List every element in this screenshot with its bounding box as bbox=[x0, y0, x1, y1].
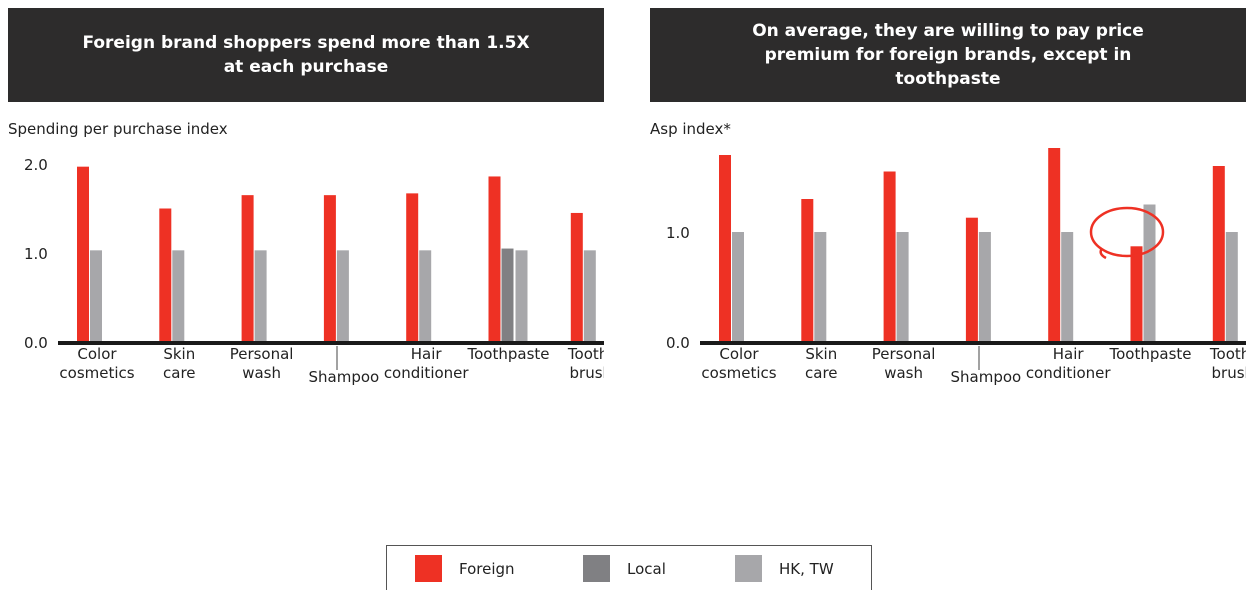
bar-foreign-6 bbox=[1212, 166, 1225, 342]
bar-hk-tw-0 bbox=[732, 232, 744, 342]
bar-foreign-1 bbox=[159, 208, 172, 342]
bar-hk-tw-1 bbox=[814, 232, 827, 342]
bar-hk-tw-3 bbox=[336, 250, 349, 342]
legend-swatch-foreign bbox=[415, 555, 442, 582]
bar-hk-tw-1 bbox=[172, 250, 185, 342]
x-label-3-line-1: Shampoo bbox=[951, 368, 1022, 386]
bar-foreign-0 bbox=[77, 166, 89, 342]
bar-foreign-5 bbox=[1130, 246, 1143, 342]
x-label-0-line-2: cosmetics bbox=[701, 364, 776, 382]
x-label-4-line-1: Hair bbox=[1053, 345, 1085, 363]
legend-label-local: Local bbox=[627, 559, 666, 578]
bar-local-5 bbox=[501, 248, 514, 342]
bar-foreign-2 bbox=[883, 171, 896, 342]
x-label-2-line-2: wash bbox=[242, 364, 281, 382]
toothpaste-highlight-circle bbox=[1089, 206, 1165, 258]
left-panel-title: Foreign brand shoppers spend more than 1… bbox=[82, 33, 530, 77]
right-panel-title: On average, they are willing to pay pric… bbox=[752, 21, 1144, 89]
y-tick-label-2: 2.0 bbox=[24, 156, 48, 174]
bar-foreign-3 bbox=[965, 217, 978, 342]
x-label-1-line-2: care bbox=[163, 364, 196, 382]
x-label-6-line-1: Tooth- bbox=[1209, 345, 1246, 363]
x-label-2-line-1: Personal bbox=[872, 345, 936, 363]
legend-item-hk-tw: HK, TW bbox=[735, 546, 834, 591]
legend-swatch-hk-tw bbox=[735, 555, 762, 582]
right-panel: On average, they are willing to pay pric… bbox=[650, 8, 1246, 478]
legend-item-foreign: Foreign bbox=[415, 546, 515, 591]
x-label-3-line-1: Shampoo bbox=[309, 368, 380, 386]
legend: Foreign Local HK, TW bbox=[386, 545, 872, 590]
left-panel: Foreign brand shoppers spend more than 1… bbox=[8, 8, 604, 478]
bar-hk-tw-5 bbox=[1143, 204, 1156, 342]
x-label-0-line-1: Color bbox=[77, 345, 117, 363]
right-panel-header: On average, they are willing to pay pric… bbox=[650, 8, 1246, 102]
bar-foreign-1 bbox=[801, 199, 814, 342]
bar-foreign-5 bbox=[488, 176, 501, 342]
y-tick-label-1: 1.0 bbox=[666, 224, 690, 242]
bar-hk-tw-2 bbox=[896, 232, 909, 342]
x-label-1-line-2: care bbox=[805, 364, 838, 382]
x-axis-baseline bbox=[700, 341, 1246, 345]
y-tick-label-1: 1.0 bbox=[24, 245, 48, 263]
bar-foreign-3 bbox=[323, 195, 336, 342]
left-panel-header: Foreign brand shoppers spend more than 1… bbox=[8, 8, 604, 102]
x-label-0-line-2: cosmetics bbox=[59, 364, 134, 382]
left-y-axis-label: Spending per purchase index bbox=[8, 120, 228, 138]
toothpaste-highlight-tail bbox=[1099, 247, 1107, 260]
y-tick-label-0: 0.0 bbox=[24, 334, 48, 352]
x-label-5-line-1: Toothpaste bbox=[467, 345, 550, 363]
x-label-6-line-1: Tooth- bbox=[567, 345, 604, 363]
x-label-4-line-2: conditioner bbox=[384, 364, 470, 382]
x-label-4-line-1: Hair bbox=[411, 345, 443, 363]
legend-label-hk-tw: HK, TW bbox=[779, 559, 834, 578]
x-label-2-line-1: Personal bbox=[230, 345, 294, 363]
bar-hk-tw-2 bbox=[254, 250, 267, 342]
x-axis-baseline bbox=[58, 341, 604, 345]
x-label-6-line-2: brush bbox=[570, 364, 604, 382]
x-label-1-line-1: Skin bbox=[805, 345, 837, 363]
bar-hk-tw-6 bbox=[1225, 232, 1238, 342]
bar-hk-tw-3 bbox=[978, 232, 991, 342]
y-tick-label-0: 0.0 bbox=[666, 334, 690, 352]
bar-foreign-4 bbox=[1048, 148, 1061, 342]
right-y-axis-label: Asp index* bbox=[650, 120, 731, 138]
legend-label-foreign: Foreign bbox=[459, 559, 515, 578]
legend-swatch-local bbox=[583, 555, 610, 582]
legend-item-local: Local bbox=[583, 546, 666, 591]
bar-hk-tw-5 bbox=[515, 250, 528, 342]
bar-hk-tw-4 bbox=[419, 250, 432, 342]
bar-hk-tw-0 bbox=[90, 250, 102, 342]
x-label-1-line-1: Skin bbox=[163, 345, 195, 363]
bar-hk-tw-6 bbox=[583, 250, 596, 342]
bar-hk-tw-4 bbox=[1061, 232, 1074, 342]
x-label-0-line-1: Color bbox=[719, 345, 759, 363]
right-bar-chart: 0.01.02.05.0ColorcosmeticsSkincarePerson… bbox=[666, 148, 1246, 386]
x-label-4-line-2: conditioner bbox=[1026, 364, 1112, 382]
x-label-6-line-2: brush bbox=[1212, 364, 1246, 382]
bar-foreign-2 bbox=[241, 195, 254, 342]
x-label-2-line-2: wash bbox=[884, 364, 923, 382]
x-label-5-line-1: Toothpaste bbox=[1109, 345, 1192, 363]
bar-foreign-4 bbox=[406, 193, 419, 342]
bar-foreign-6 bbox=[570, 212, 583, 342]
bar-foreign-0 bbox=[719, 155, 731, 342]
